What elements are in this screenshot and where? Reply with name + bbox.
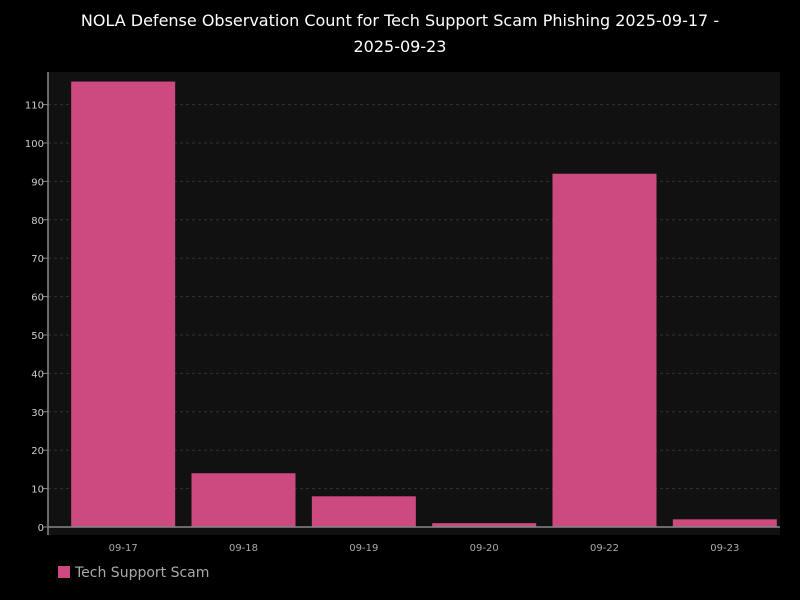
- bars: [71, 81, 777, 527]
- chart-title: NOLA Defense Observation Count for Tech …: [81, 11, 719, 56]
- y-tick-label: 80: [31, 216, 44, 227]
- x-tick-label: 09-18: [229, 543, 258, 554]
- bar-09-22[interactable]: [552, 173, 657, 527]
- legend-label: Tech Support Scam: [74, 565, 209, 581]
- legend[interactable]: Tech Support Scam: [58, 565, 209, 581]
- bar-09-17[interactable]: [71, 81, 176, 527]
- y-tick-label: 50: [31, 331, 44, 342]
- x-tick-label: 09-17: [109, 543, 138, 554]
- y-tick-label: 20: [31, 446, 44, 457]
- x-tick-label: 09-23: [710, 543, 739, 554]
- x-tick-label: 09-22: [590, 543, 619, 554]
- y-tick-label: 10: [31, 485, 44, 496]
- axes: [47, 72, 780, 535]
- legend-swatch: [58, 566, 70, 578]
- x-axis-ticks: 09-17 09-18 09-19 09-20 09-22 09-23: [109, 543, 740, 554]
- y-tick-label: 70: [31, 254, 44, 265]
- y-tick-label: 30: [31, 408, 44, 419]
- y-axis-ticks: 0 10 20 30 40 50 60 70 80 90 100 110: [25, 101, 48, 534]
- bar-09-18[interactable]: [191, 473, 296, 527]
- bar-09-20[interactable]: [432, 523, 537, 527]
- y-tick-label: 100: [25, 139, 44, 150]
- chart-title-line-1: NOLA Defense Observation Count for Tech …: [81, 11, 719, 30]
- y-tick-label: 40: [31, 369, 44, 380]
- y-tick-label: 90: [31, 177, 44, 188]
- bar-09-23[interactable]: [672, 519, 777, 527]
- y-tick-label: 110: [25, 101, 44, 112]
- bar-09-19[interactable]: [311, 496, 416, 527]
- chart-title-line-2: 2025-09-23: [354, 37, 447, 56]
- x-tick-label: 09-20: [470, 543, 499, 554]
- y-tick-label: 60: [31, 293, 44, 304]
- y-tick-label: 0: [38, 523, 44, 534]
- x-tick-label: 09-19: [349, 543, 378, 554]
